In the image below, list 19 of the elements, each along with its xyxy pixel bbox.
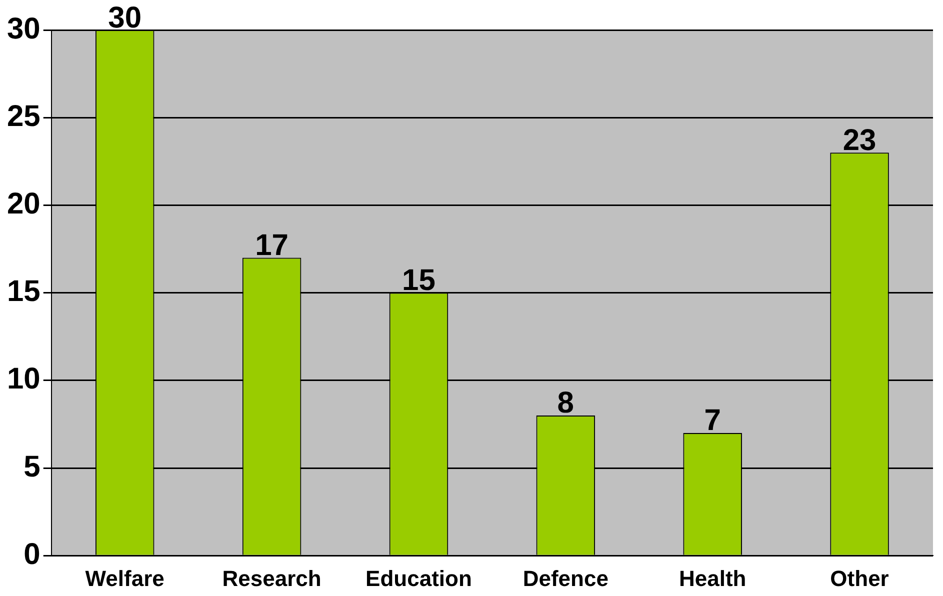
- y-tick-label: 0: [24, 538, 40, 571]
- data-label: 7: [704, 404, 721, 438]
- y-tick-label: 5: [24, 450, 40, 484]
- x-tick-label: Welfare: [85, 566, 164, 591]
- data-label: 23: [842, 124, 876, 157]
- y-tick-label: 25: [6, 100, 40, 133]
- y-tick-label: 15: [6, 275, 40, 308]
- x-tick-label: Defence: [522, 566, 608, 591]
- data-label: 30: [108, 1, 142, 34]
- y-tick-label: 20: [6, 187, 40, 220]
- x-tick-label: Education: [366, 566, 472, 591]
- y-tick-label: 30: [6, 12, 40, 46]
- y-tick-label: 10: [6, 362, 40, 396]
- x-tick-label: Health: [678, 566, 746, 591]
- data-label: 15: [402, 264, 436, 298]
- data-label: 8: [557, 386, 574, 420]
- x-tick-label: Other: [830, 566, 890, 591]
- x-tick-label: Research: [222, 566, 322, 591]
- data-label: 17: [255, 229, 288, 262]
